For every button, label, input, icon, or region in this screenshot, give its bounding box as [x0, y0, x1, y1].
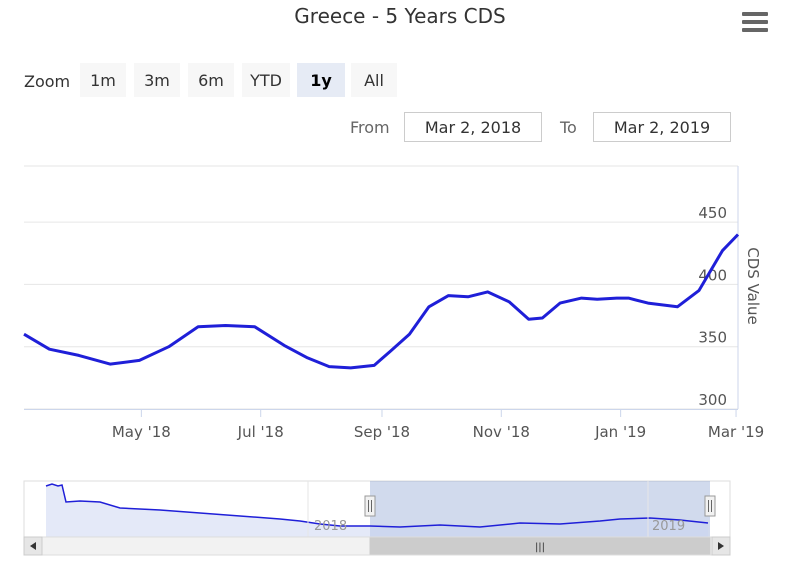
scroll-left-button[interactable] [23, 536, 43, 556]
scroll-left-arrow-icon [30, 542, 36, 550]
scroll-thumb[interactable] [369, 537, 711, 555]
x-tick-label: Jul '18 [237, 423, 284, 441]
y-axis-label: CDS Value [744, 247, 762, 325]
zoom-1m-button[interactable]: 1m [80, 63, 126, 97]
x-tick-label: Nov '18 [473, 423, 530, 441]
scroll-thumb-grip: ||| [535, 542, 545, 553]
y-tick-label: 350 [698, 329, 727, 347]
navigator-line [45, 483, 709, 528]
x-tick-label: Sep '18 [354, 423, 410, 441]
hamburger-menu-icon[interactable] [742, 12, 768, 36]
navigator-area [46, 484, 708, 537]
zoom-6m-button[interactable]: 6m [188, 63, 234, 97]
y-tick-label: 400 [698, 266, 727, 284]
range-to-input[interactable]: Mar 2, 2019 [593, 112, 731, 142]
y-tick-label: 450 [698, 204, 727, 222]
cds-series-line [23, 233, 740, 370]
zoom-ytd-button[interactable]: YTD [242, 63, 290, 97]
x-tick-label: Jan '19 [594, 423, 646, 441]
scrollbar[interactable]: ||| [23, 536, 731, 556]
navigator-selected-range[interactable] [370, 481, 710, 537]
zoom-3m-button[interactable]: 3m [134, 63, 180, 97]
scroll-right-button[interactable] [711, 536, 731, 556]
navigator-right-handle[interactable] [704, 495, 716, 517]
zoom-label: Zoom [24, 72, 71, 91]
range-from-label: From [350, 118, 390, 137]
range-from-input[interactable]: Mar 2, 2018 [404, 112, 542, 142]
navigator-year-2019: 2019 [652, 519, 685, 534]
navigator-left-handle[interactable] [364, 495, 376, 517]
y-tick-label: 300 [698, 391, 727, 409]
range-to-label: To [560, 118, 577, 137]
zoom-1y-button[interactable]: 1y [297, 63, 345, 97]
zoom-all-button[interactable]: All [351, 63, 397, 97]
chart-title: Greece - 5 Years CDS [294, 4, 506, 28]
scroll-right-arrow-icon [718, 542, 724, 550]
x-tick-label: May '18 [112, 423, 171, 441]
x-tick-label: Mar '19 [708, 423, 764, 441]
navigator[interactable]: 2018 2019 [23, 480, 731, 538]
navigator-year-2018: 2018 [314, 519, 347, 534]
